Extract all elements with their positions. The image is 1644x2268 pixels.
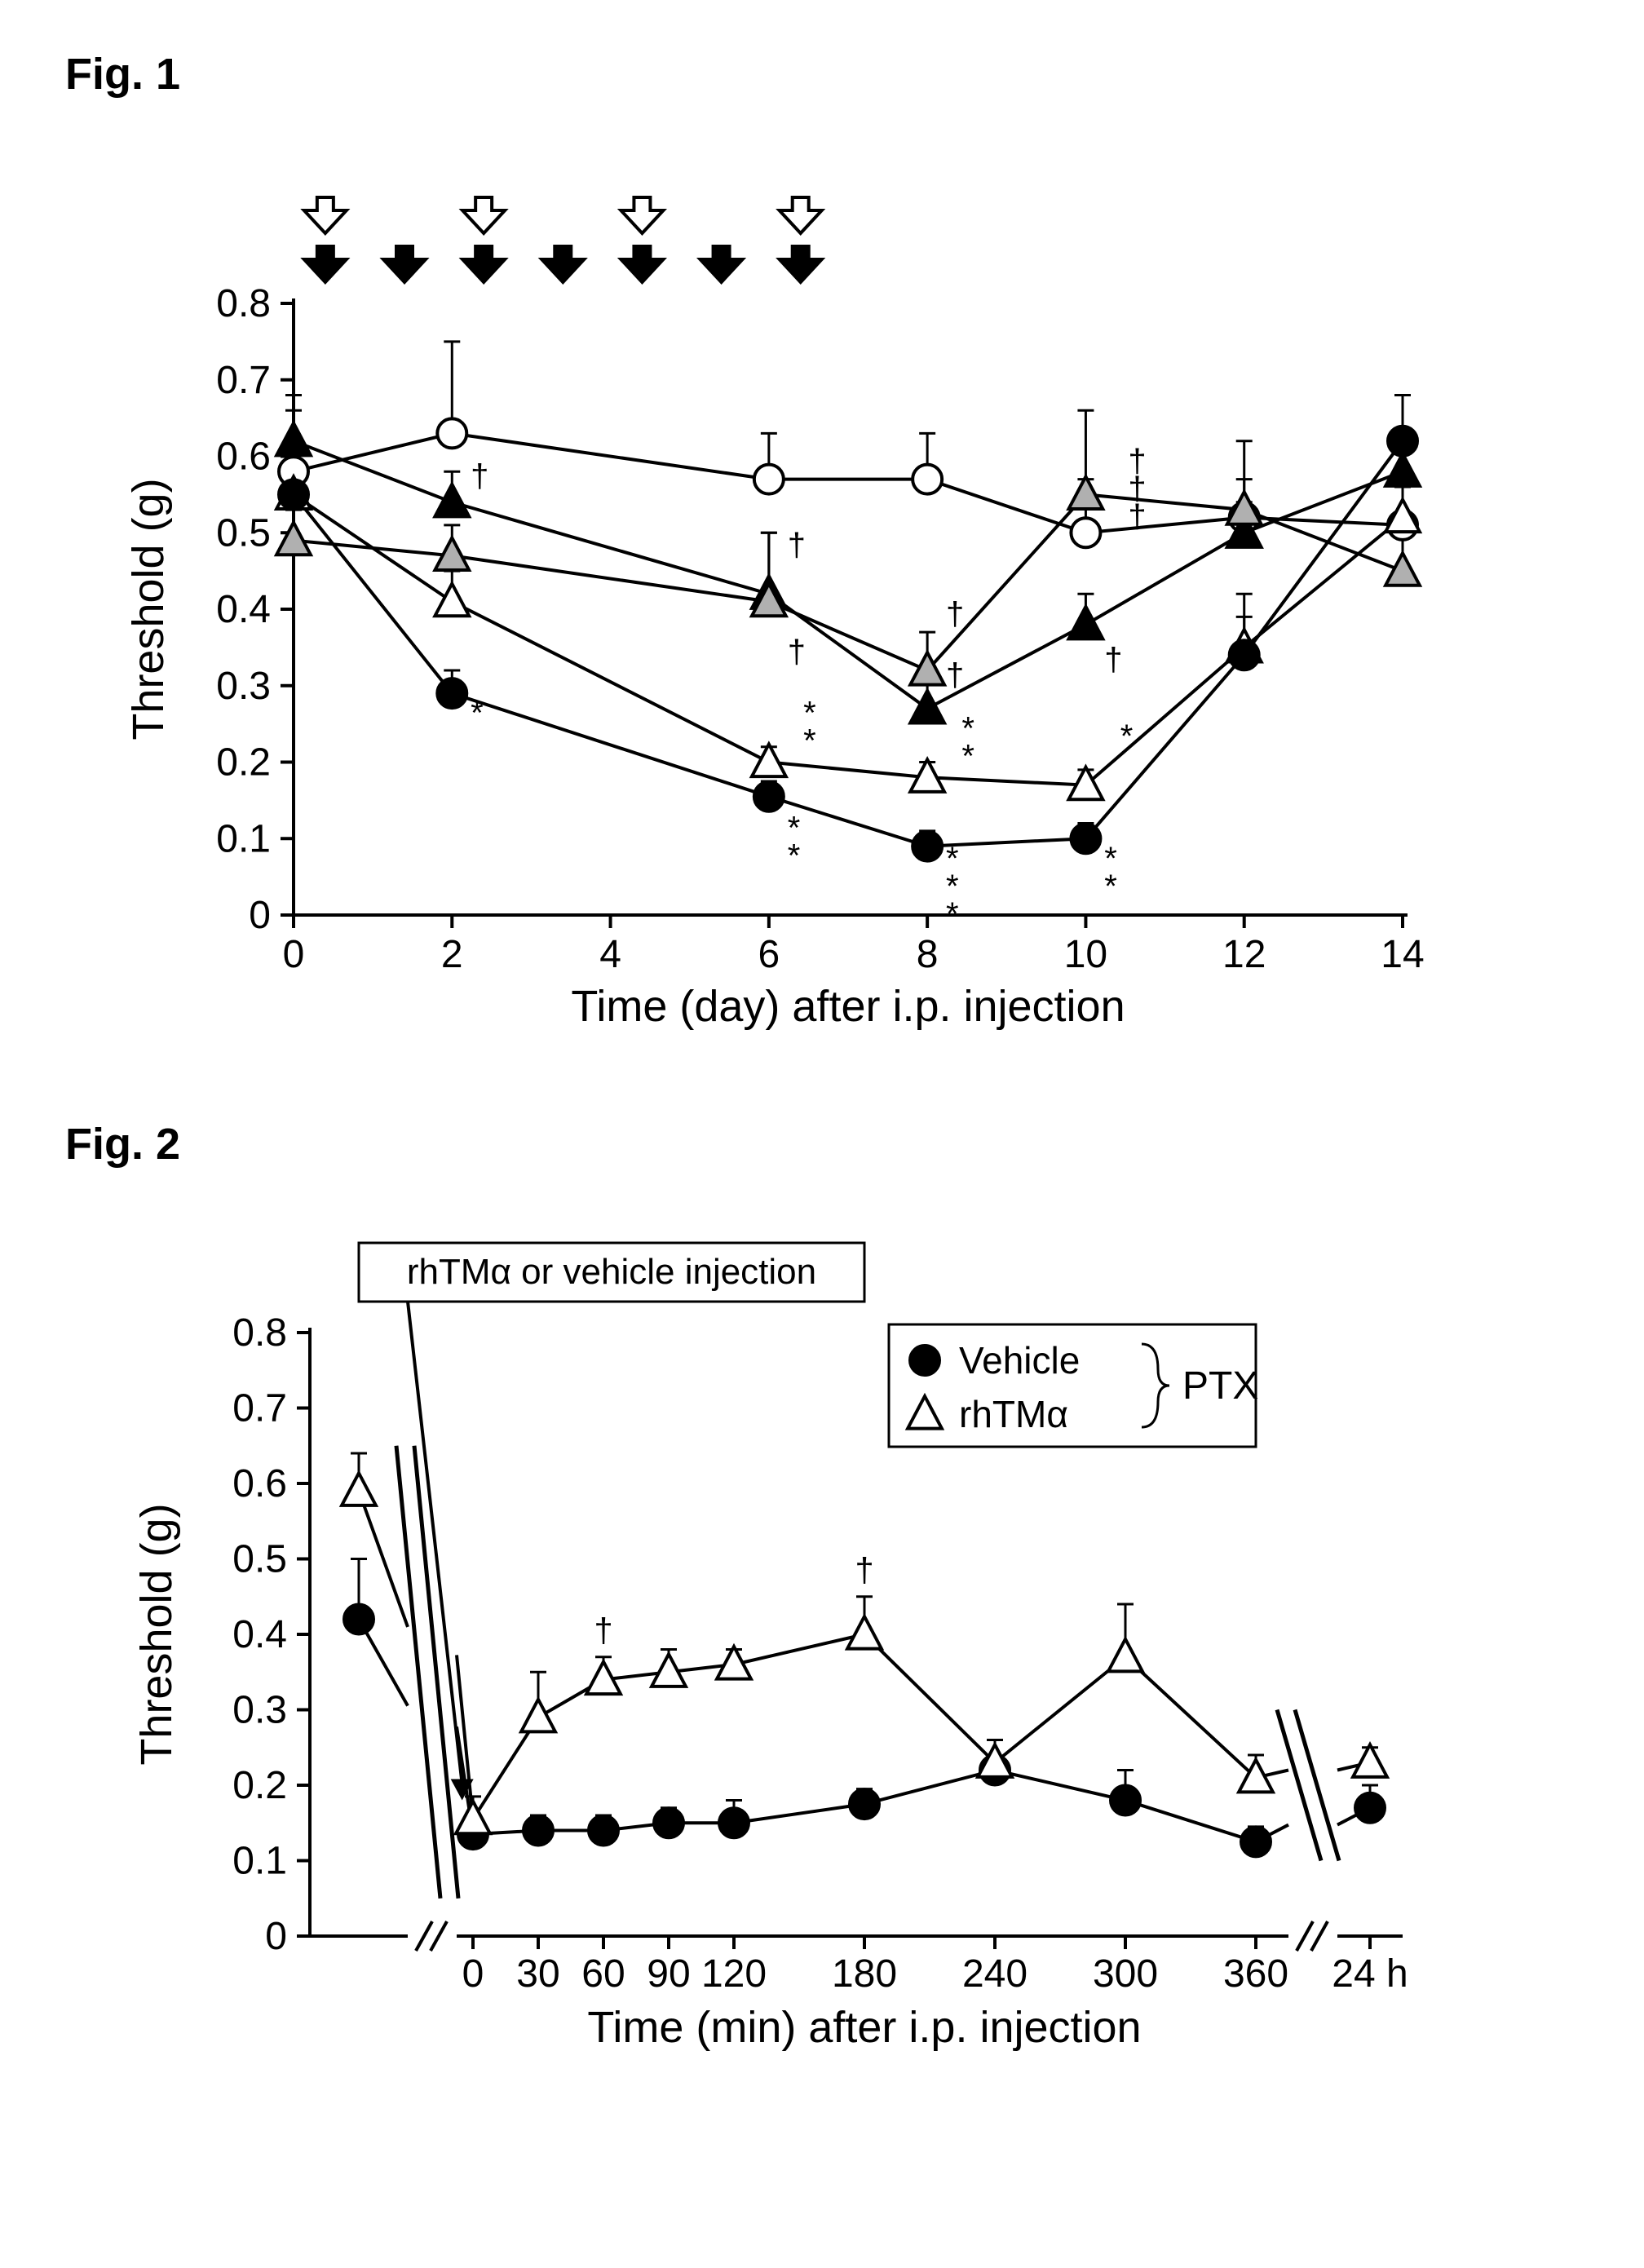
svg-text:0.5: 0.5 [232,1538,287,1581]
svg-text:Threshold (g): Threshold (g) [132,1503,181,1765]
svg-text:0.7: 0.7 [232,1387,287,1430]
svg-text:†: † [946,596,964,632]
svg-text:30: 30 [516,1952,559,1996]
svg-text:0.8: 0.8 [216,282,271,325]
svg-text:*: * [1120,718,1134,754]
svg-text:PTX: PTX [1182,1364,1258,1408]
svg-text:0.1: 0.1 [232,1840,287,1883]
svg-text:rhTMα or vehicle injection: rhTMα or vehicle injection [407,1252,816,1292]
svg-text:14: 14 [1381,933,1424,976]
svg-text:*: * [471,696,484,732]
svg-text:Time (min) after i.p. injectio: Time (min) after i.p. injection [587,2003,1141,2052]
svg-text:360: 360 [1223,1952,1288,1996]
svg-text:Threshold (g): Threshold (g) [124,478,173,740]
svg-text:*: * [946,896,959,932]
svg-text:0.1: 0.1 [216,817,271,860]
svg-text:12: 12 [1222,933,1266,976]
svg-text:60: 60 [581,1952,625,1996]
svg-text:240: 240 [962,1952,1028,1996]
svg-text:0.8: 0.8 [232,1311,287,1355]
svg-text:†: † [788,634,806,670]
svg-text:0.4: 0.4 [216,588,271,631]
fig2-chart: 0 0.1 0.2 0.3 0.4 0.5 0.6 0.7 0.8 0 30 60 90120 180 24… [65,1186,1452,2075]
svg-text:0.6: 0.6 [232,1462,287,1505]
svg-text:rhTMα: rhTMα [959,1393,1068,1435]
svg-text:10: 10 [1064,933,1107,976]
svg-text:†: † [946,657,964,693]
svg-text:120: 120 [701,1952,767,1996]
svg-text:2: 2 [441,933,463,976]
svg-text:†: † [1128,498,1146,534]
svg-text:0.2: 0.2 [216,741,271,785]
svg-text:†: † [1104,642,1122,678]
svg-text:8: 8 [917,933,939,976]
svg-text:0: 0 [265,1915,287,1958]
svg-text:0.7: 0.7 [216,359,271,402]
svg-text:6: 6 [758,933,780,976]
svg-text:180: 180 [832,1952,897,1996]
svg-text:0.2: 0.2 [232,1764,287,1807]
svg-text:4: 4 [599,933,621,976]
fig2-label: Fig. 2 [65,1119,1546,1169]
svg-text:0: 0 [462,1952,484,1996]
svg-text:†: † [594,1611,612,1649]
svg-text:90: 90 [647,1952,690,1996]
svg-text:0.5: 0.5 [216,511,271,555]
svg-text:*: * [961,738,974,774]
svg-text:Vehicle: Vehicle [959,1339,1080,1382]
svg-text:*: * [803,723,816,759]
svg-text:300: 300 [1093,1952,1158,1996]
svg-text:†: † [788,527,806,563]
svg-text:†: † [855,1550,873,1589]
svg-text:*: * [1104,869,1117,904]
svg-text:0.4: 0.4 [232,1613,287,1656]
svg-text:0: 0 [249,894,271,937]
svg-text:†: † [471,458,488,494]
svg-text:24 h: 24 h [1332,1952,1408,1996]
fig1-chart: 0 0.1 0.2 0.3 0.4 0.5 0.6 0.7 0.8 0 2 4 6 8 10 12 14 Time… [65,116,1452,1054]
svg-text:0: 0 [283,933,305,976]
svg-text:*: * [788,838,801,873]
fig1-label: Fig. 1 [65,49,1546,99]
svg-text:Time (day) after i.p. injectio: Time (day) after i.p. injection [571,982,1125,1031]
svg-text:0.6: 0.6 [216,435,271,479]
svg-text:0.3: 0.3 [216,665,271,708]
svg-text:0.3: 0.3 [232,1689,287,1732]
